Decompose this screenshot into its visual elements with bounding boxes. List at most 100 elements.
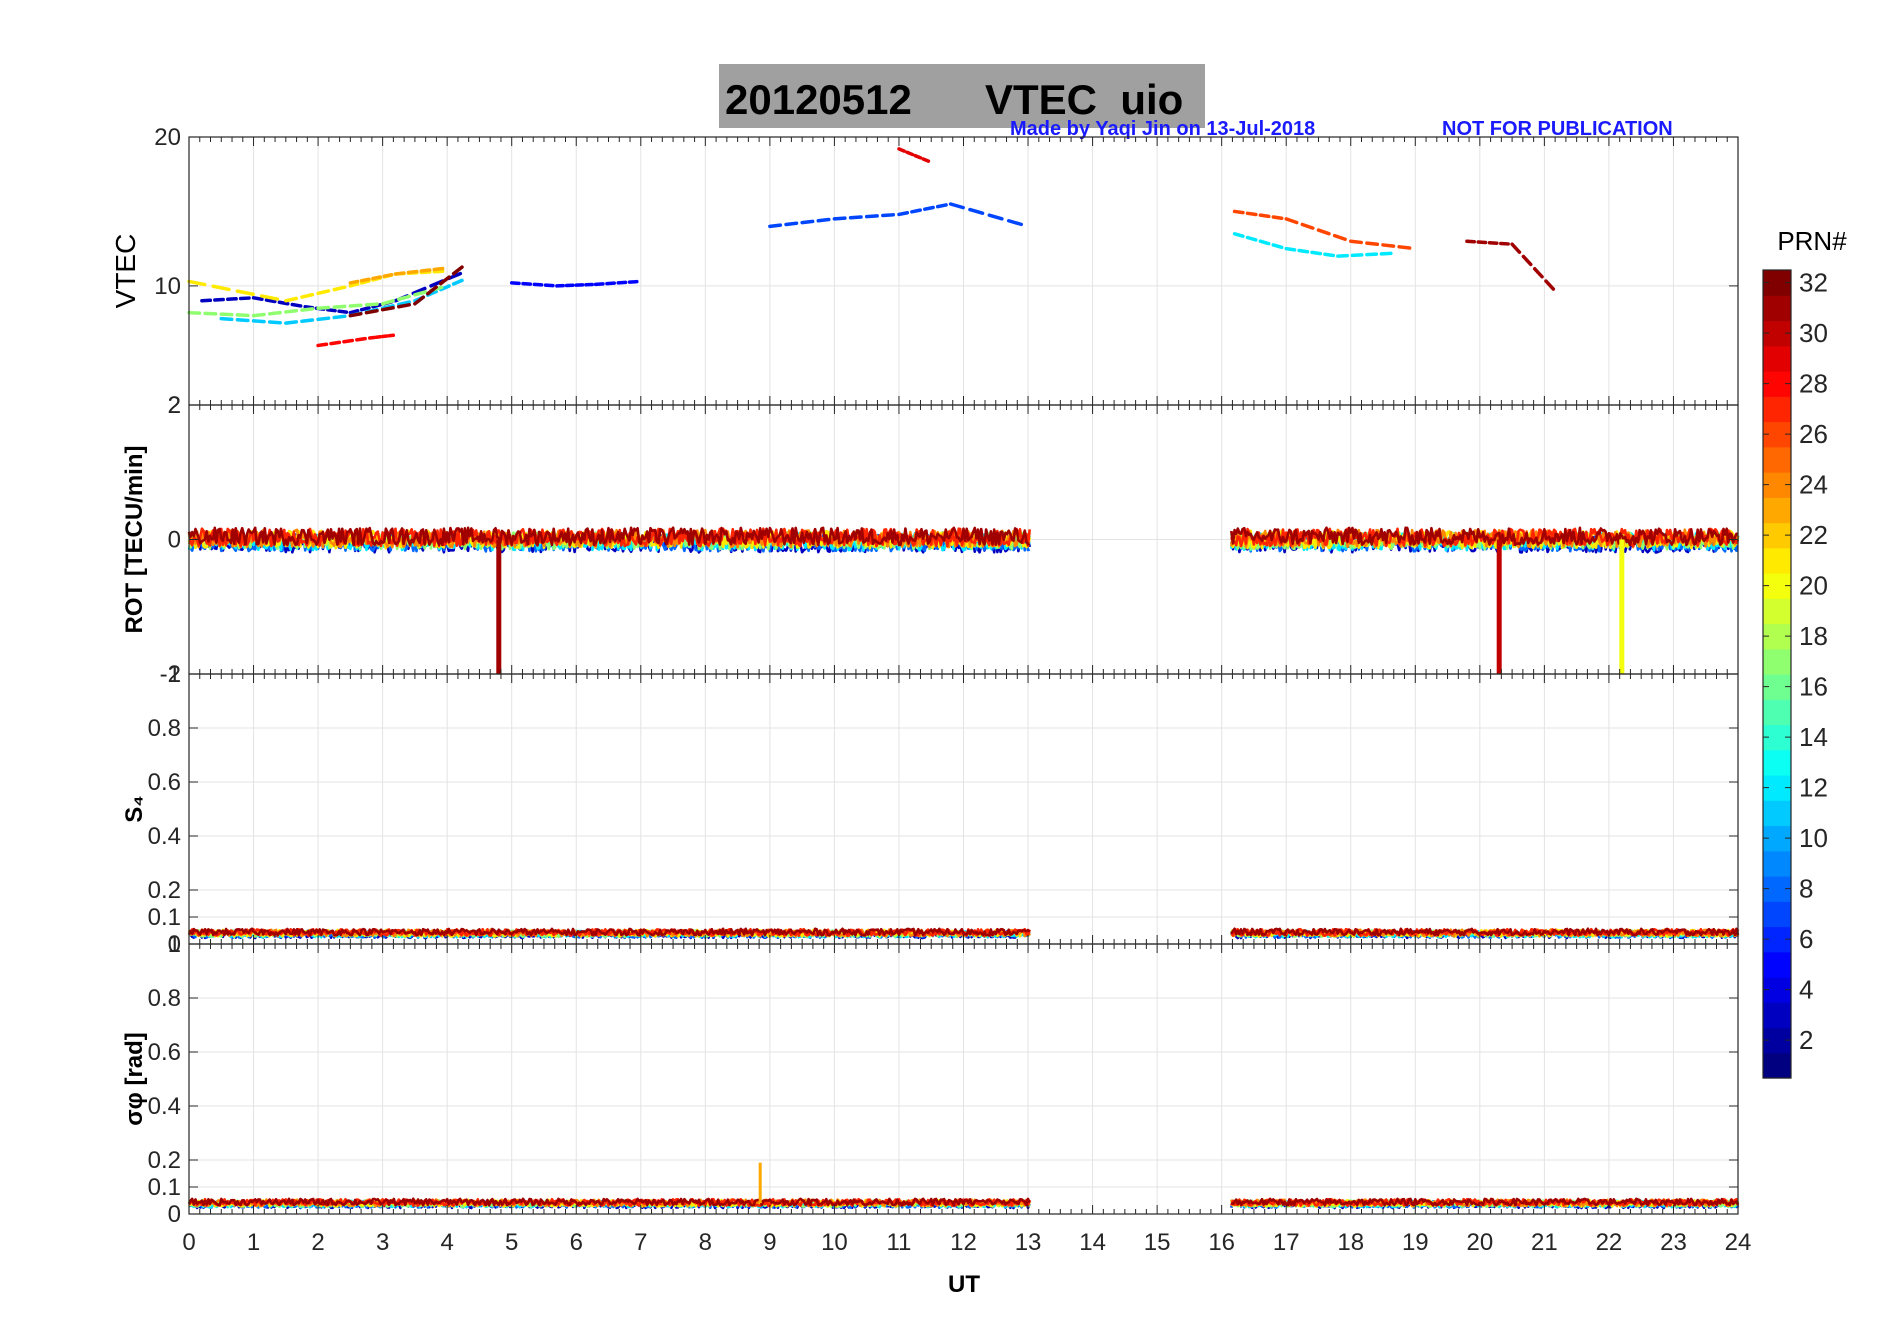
vtec-prn-17-segment [364,302,379,307]
s4-prn-31-trace [187,927,1031,937]
colorbar-tick-label: 18 [1799,621,1828,651]
vtec-ylabel: VTEC [110,234,141,309]
colorbar-stripe [1763,547,1791,574]
colorbar-stripe [1763,800,1791,827]
vtec-prn-17-segment [251,312,266,318]
vtec-prn-11-segment [397,300,411,307]
colorbar-tick-label: 10 [1799,823,1828,853]
y-tick-label: 0 [168,1201,181,1228]
vtec-prn-17-segment [397,294,411,302]
vtec-prn-21-segment [259,294,280,301]
y-tick-label: 10 [154,273,181,300]
vtec-prn-21-segment [316,289,331,296]
colorbar-tick-label: 16 [1799,672,1828,702]
y-tick-label: 0.8 [148,715,181,742]
vtec-prn-29-segment [921,157,931,163]
vtec-prn-21-segment [348,282,360,288]
colorbar-tick-label: 32 [1799,268,1828,298]
y-tick-label: 20 [154,124,181,151]
y-tick-label: 1 [168,661,181,688]
colorbar-stripe [1763,295,1791,322]
vtec-prn-12-segment [1245,235,1258,242]
vtec-prn-32-segment [364,309,379,315]
title-text: VTEC uio [985,76,1183,123]
colorbar-tick-label: 24 [1799,470,1828,500]
vtec-prn-31-segment [1510,242,1522,254]
x-tick-label: 19 [1402,1229,1429,1256]
vtec-prn-26-segment [1381,243,1396,248]
y-tick-label: -2 [160,661,181,688]
vtec-prn-12-segment [1258,239,1271,246]
vtec-prn-7-segment [923,205,935,211]
vtec-prn-7-segment [784,221,799,227]
vtec-prn-31-segment [1521,254,1533,267]
colorbar-tick-label: 26 [1799,419,1828,449]
x-tick-label: 14 [1079,1229,1106,1256]
sigma_phi-prn-31-trace [1230,1197,1740,1207]
vtec-prn-11-segment [300,318,315,323]
vtec-prn-23-segment [359,277,371,283]
rot-ytick-labels: -2 0 2 [160,392,181,688]
sigma-phi-frame [188,943,1739,1215]
vtec-prn-7-segment [864,214,879,219]
vtec-prn-31-segment [1544,279,1556,291]
vtec-prn-7-segment [816,217,831,223]
vtec-prn-7-segment [832,216,847,221]
colorbar-tick-label: 12 [1799,773,1828,803]
vtec-prn-3-segment [290,302,303,308]
rot-series-layer [187,526,1740,674]
vtec-prn-12-segment [1284,246,1297,252]
ut-xtick-labels: 0 1 2 3 4 5 6 7 8 9 10 11 12 13 14 15 16 17 18 19 20 21 22 23 24 [182,1229,1751,1256]
vtec-prn-7-segment [948,202,965,210]
vtec-prn-26-segment [1271,215,1284,220]
colorbar-stripe [1763,850,1791,877]
y-tick-label: 0.4 [148,1093,181,1120]
vtec-prn-31-segment [1532,267,1544,279]
vtec-prn-3-segment [337,309,349,314]
vtec-prn-7-segment [1006,219,1024,227]
x-tick-label: 20 [1466,1229,1493,1256]
vtec-prn-17-segment [284,308,299,314]
vtec-prn-7-segment [987,213,1004,221]
y-tick-label: 0.6 [148,1039,181,1066]
vtec-prn-21-segment [359,279,371,285]
rot-prn-31-trace [187,526,1031,547]
s4-ytick-labels: 00.10.2 0.4 0.6 0.8 1 [148,661,181,958]
vtec-prn-23-segment [393,271,406,276]
colorbar-tick-label: 6 [1799,924,1813,954]
title-date: 20120512 [725,76,912,123]
vtec-prn-7-segment [968,207,985,215]
vtec-prn-23-segment [348,279,360,285]
vtec-prn-3-segment [264,298,277,304]
vtec-prn-17-segment [380,299,395,306]
vtec-prn-12-segment [1271,243,1284,250]
y-tick-label: 2 [168,392,181,419]
vtec-prn-17-segment [316,305,331,310]
colorbar-tick-label: 14 [1799,722,1828,752]
vtec-prn-3-segment [348,309,360,315]
sigma-phi-ylabel: σφ [rad] [121,1032,148,1126]
vtec-prn-11-segment [267,320,282,325]
vtec-prn-7-segment [897,210,910,217]
vtec-prn-21-segment [300,292,315,299]
vtec-prn-17-segment [267,310,282,316]
x-tick-label: 12 [950,1229,977,1256]
vtec-prn-7-segment [768,223,783,229]
vtec-prn-3-segment [326,307,337,313]
vtec-prn-26-segment [1245,211,1258,217]
vtec-prn-23-segment [382,273,394,278]
vtec-prn-28-segment [316,342,329,348]
vtec-prn-29-segment [913,153,923,160]
title-block: 20120512 VTEC uio [719,64,1205,128]
vtec-prn-29-segment [897,147,906,153]
colorbar-stripe [1763,901,1791,928]
vtec-prn-23-segment [419,268,432,273]
vtec-prn-11-segment [284,320,299,325]
vtec-prn-11-segment [235,318,250,323]
y-tick-label: 0 [168,527,181,554]
colorbar-stripe [1763,446,1791,473]
vtec-prn-26-segment [1232,209,1245,215]
vtec-prn-26-segment [1349,239,1363,245]
colorbar-tick-label: 8 [1799,874,1813,904]
